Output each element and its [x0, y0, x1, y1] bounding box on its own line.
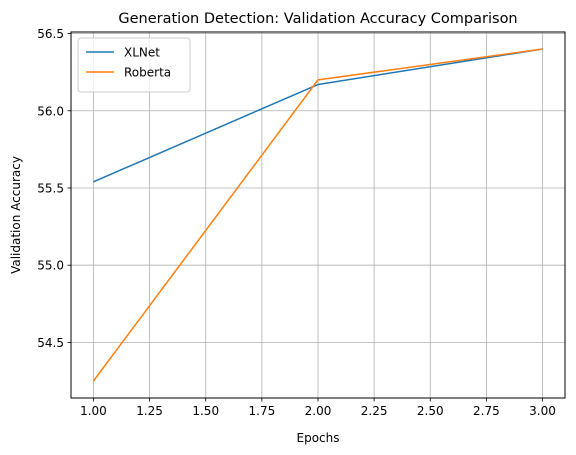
series-line-roberta — [92, 48, 543, 382]
y-axis-ticks: 54.5 55.0 55.5 56.0 56.5 — [37, 27, 71, 350]
x-axis-label: Epochs — [297, 431, 340, 445]
x-tick-label: 3.00 — [529, 404, 556, 418]
y-tick-label: 54.5 — [37, 336, 64, 350]
y-tick-label: 56.5 — [37, 27, 64, 41]
legend-label-xlnet: XLNet — [124, 46, 160, 60]
legend-label-roberta: Roberta — [124, 66, 171, 80]
chart-title: Generation Detection: Validation Accurac… — [118, 11, 517, 27]
y-tick-label: 55.5 — [37, 181, 64, 195]
legend: XLNet Roberta — [77, 37, 191, 93]
series-line-xlnet — [93, 48, 543, 183]
x-tick-label: 1.00 — [80, 404, 107, 418]
x-tick-label: 2.75 — [473, 404, 500, 418]
x-tick-label: 1.50 — [192, 404, 219, 418]
x-axis-ticks: 1.00 1.25 1.50 1.75 2.00 2.25 2.50 2.75 3.00 — [80, 398, 556, 418]
x-tick-label: 2.00 — [305, 404, 332, 418]
y-axis-label: Validation Accuracy — [9, 156, 23, 274]
grid-lines — [71, 32, 565, 398]
series-lines — [92, 48, 543, 382]
y-tick-label: 55.0 — [37, 259, 64, 273]
x-tick-label: 1.75 — [249, 404, 276, 418]
x-tick-label: 2.25 — [361, 404, 388, 418]
x-tick-label: 2.50 — [417, 404, 444, 418]
x-tick-label: 1.25 — [136, 404, 163, 418]
y-tick-label: 56.0 — [37, 104, 64, 118]
